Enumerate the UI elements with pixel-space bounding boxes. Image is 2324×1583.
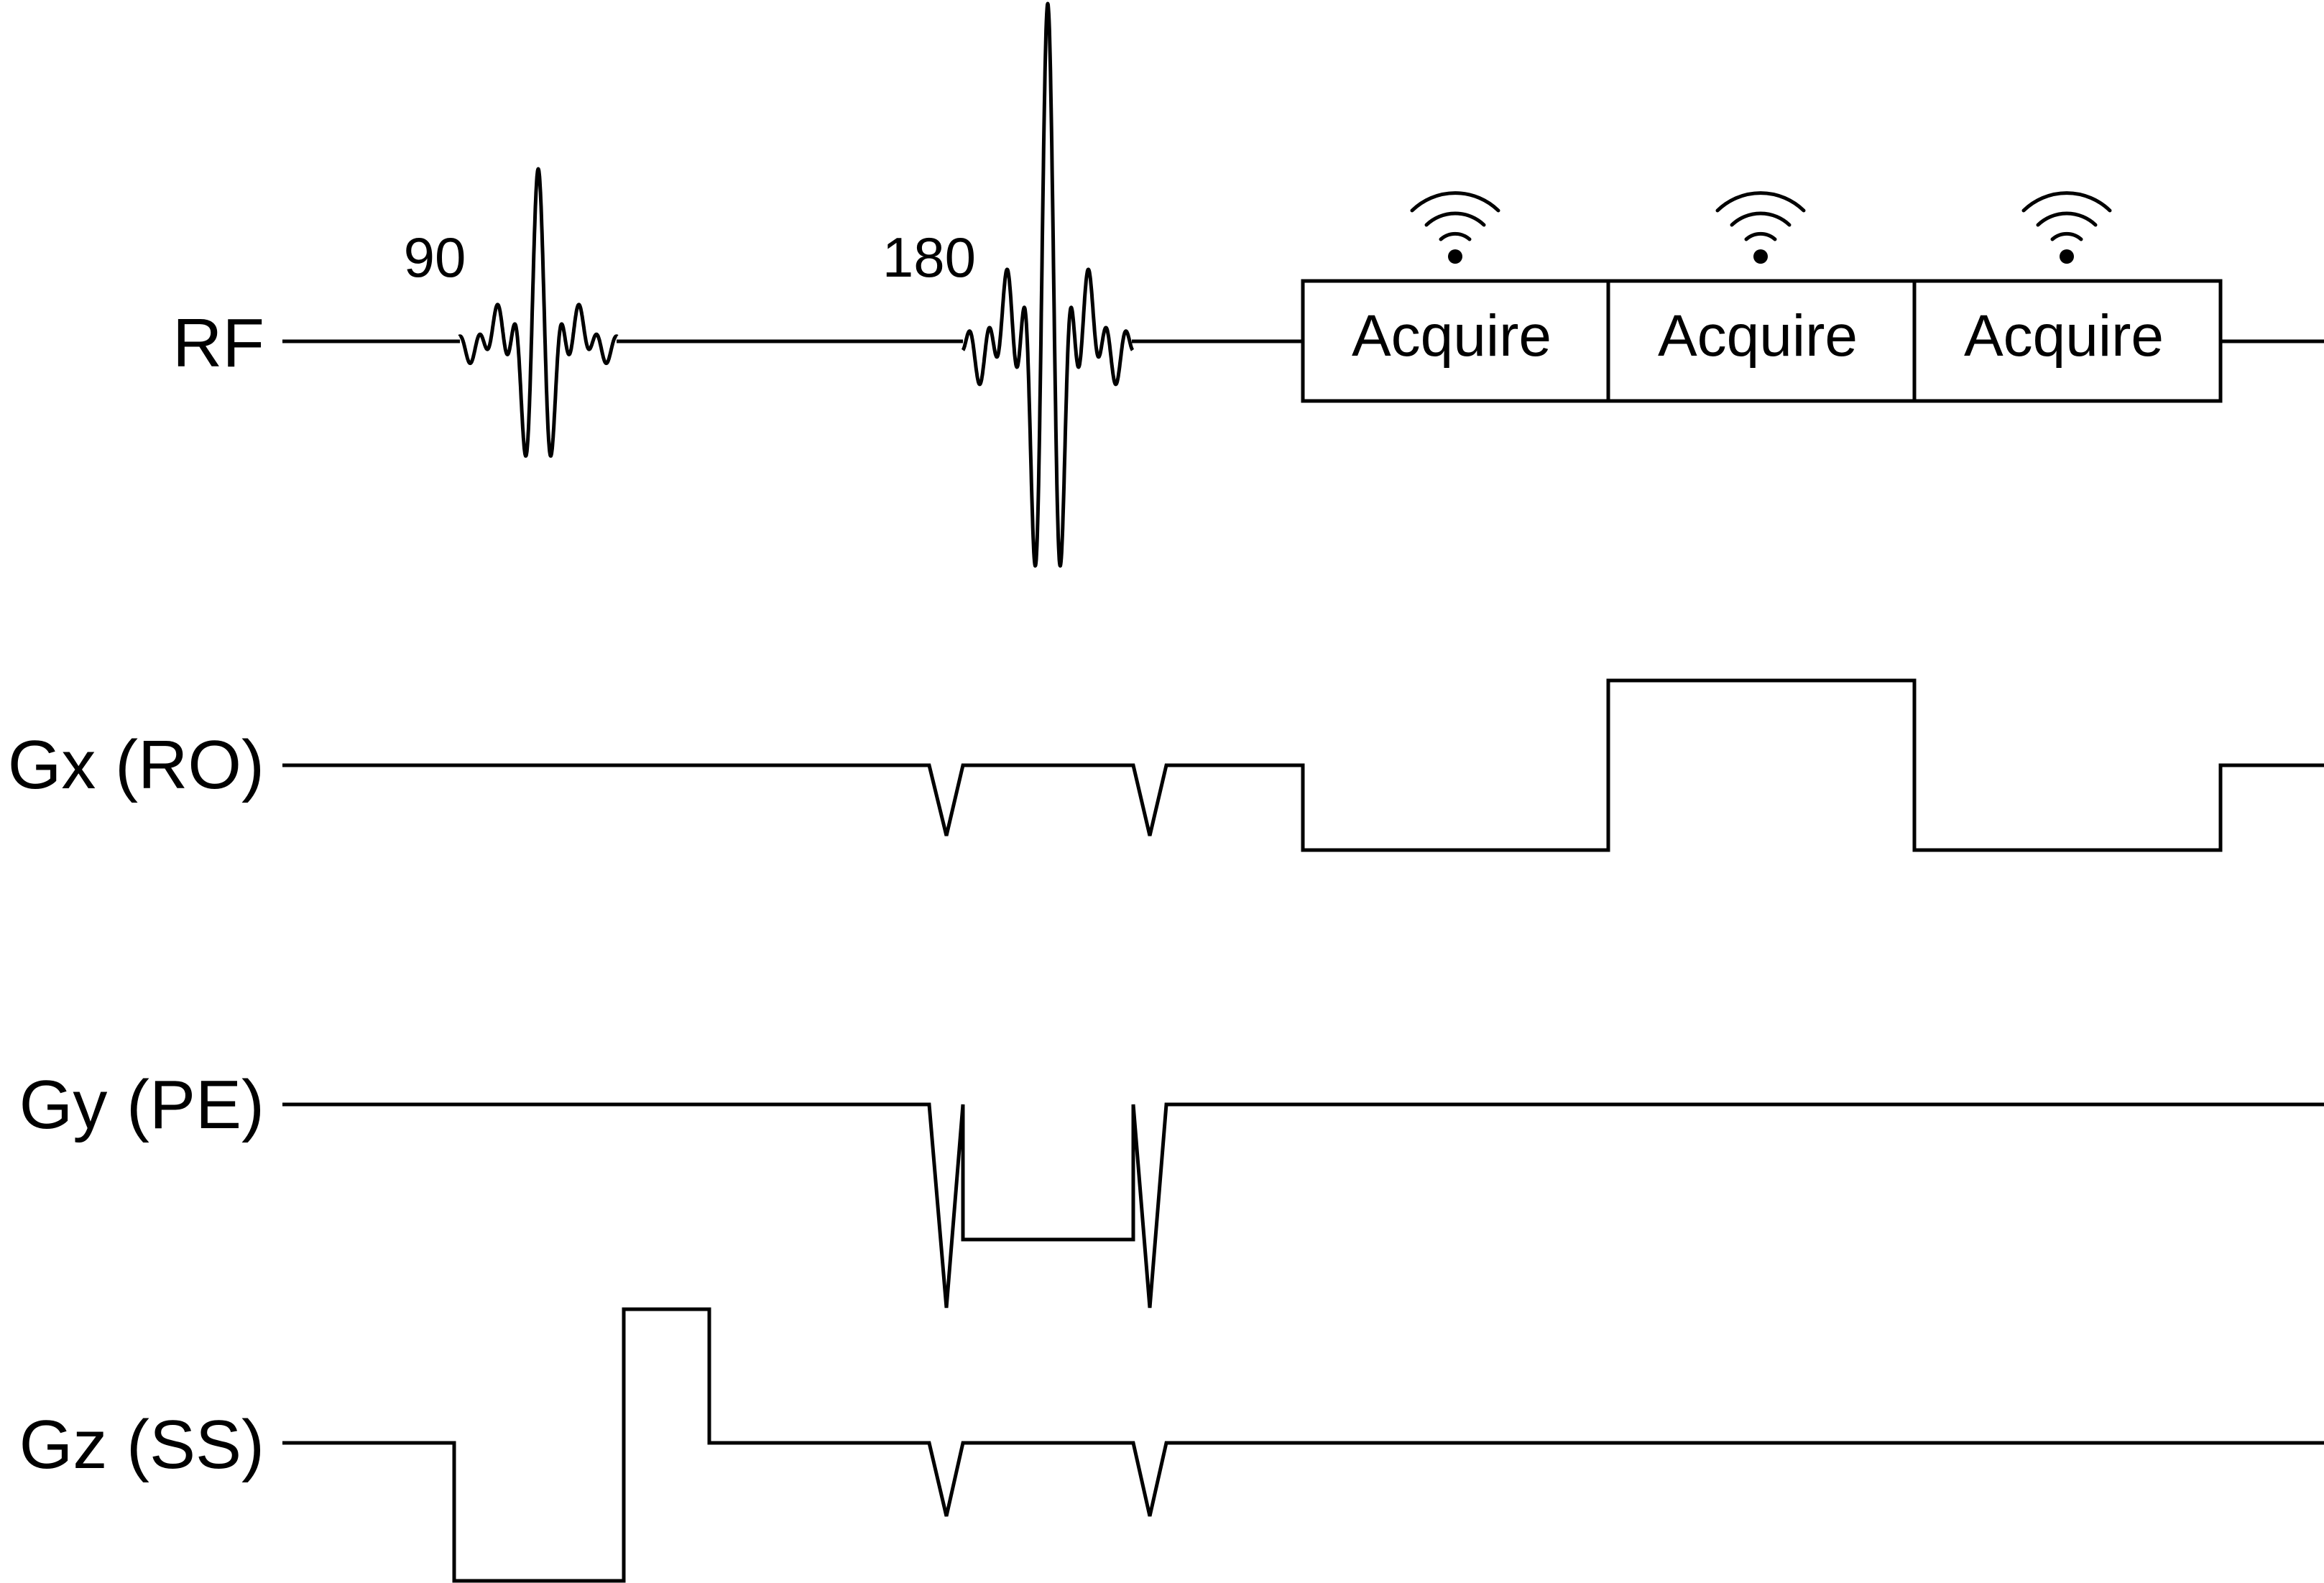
signal-wave-icon — [1410, 191, 1500, 264]
rf-pulse-90 — [457, 167, 619, 458]
gy-phase-encode-gradient — [282, 1102, 2324, 1309]
pulse-180-label: 180 — [882, 226, 976, 289]
acquire-box-2 — [1606, 279, 1917, 403]
gz-row-label: Gz (SS) — [19, 1406, 264, 1483]
acquire-label-3: Acquire — [1964, 303, 2164, 369]
gz-slice-select-gradient — [282, 1307, 2324, 1583]
acquire-label-2: Acquire — [1658, 303, 1858, 369]
gx-row-label: Gx (RO) — [8, 726, 264, 803]
acquire-box-3 — [1912, 279, 2223, 403]
pulse-90-label: 90 — [404, 226, 466, 289]
rf-pulse-180 — [961, 1, 1135, 568]
signal-wave-icon — [1715, 191, 1806, 264]
acquire-box-1 — [1301, 279, 1610, 403]
gx-readout-gradient — [282, 678, 2324, 852]
acquire-label-1: Acquire — [1352, 303, 1551, 369]
rf-row-label: RF — [172, 305, 264, 382]
gy-row-label: Gy (PE) — [19, 1066, 264, 1143]
signal-wave-icon — [2021, 191, 2112, 264]
